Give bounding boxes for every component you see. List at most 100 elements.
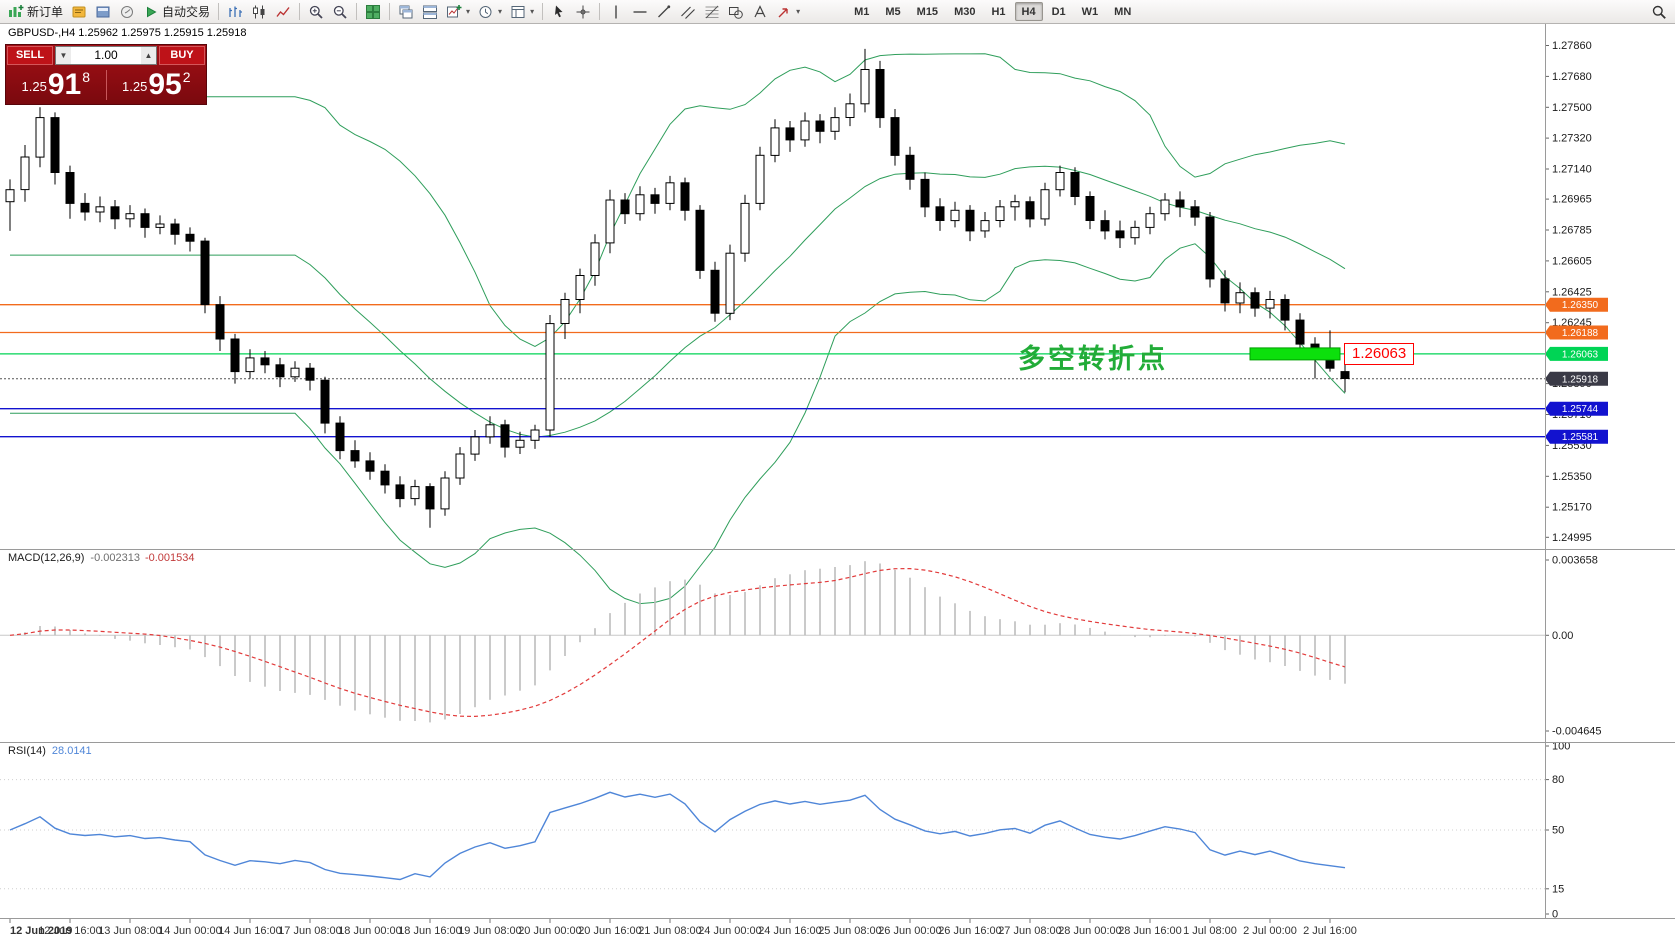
macd-axis-label: 0.00 bbox=[1552, 630, 1573, 642]
toolbar-separator bbox=[599, 3, 601, 20]
price-tag-1.25581[interactable]: 1.25581 bbox=[1545, 429, 1608, 444]
strategy-tester-icon bbox=[121, 5, 134, 18]
sell-button[interactable]: SELL bbox=[7, 46, 53, 65]
text-button[interactable] bbox=[748, 2, 772, 22]
macd-panel bbox=[0, 561, 1545, 723]
price-axis: 1.27860 1.27680 1.27500 1.27320 1.27140 1.269… bbox=[1545, 40, 1602, 921]
new-chart-button[interactable]: ▾ bbox=[442, 2, 474, 22]
volume-up-button[interactable]: ▲ bbox=[141, 47, 156, 64]
macd-main-value: -0.002313 bbox=[90, 552, 140, 564]
volume-stepper: ▼ 1.00 ▲ bbox=[55, 46, 157, 65]
svg-text:1.26350: 1.26350 bbox=[1562, 300, 1599, 311]
new-order-button[interactable]: 新订单 bbox=[4, 2, 67, 22]
timeframe-m5-button[interactable]: M5 bbox=[885, 5, 901, 18]
tile-windows-button[interactable] bbox=[361, 2, 385, 22]
autotrading-button[interactable]: 自动交易 bbox=[139, 2, 214, 22]
macd-signal-line bbox=[9, 567, 1346, 718]
autotrading-icon bbox=[147, 6, 157, 17]
horizontal-line-icon bbox=[633, 10, 647, 13]
price-axis-label: 1.27860 bbox=[1552, 40, 1592, 52]
crosshair-button[interactable] bbox=[571, 2, 595, 22]
toolbar-separator bbox=[299, 3, 301, 20]
volume-down-button[interactable]: ▼ bbox=[56, 47, 71, 64]
highlight-band[interactable] bbox=[1249, 347, 1341, 361]
terminal-button[interactable] bbox=[91, 2, 115, 22]
timeframe-mn-button[interactable]: MN bbox=[1114, 5, 1132, 18]
cascade-windows-button[interactable] bbox=[394, 2, 418, 22]
buy-price-big: 95 bbox=[148, 68, 182, 101]
line-chart-button[interactable] bbox=[271, 2, 295, 22]
dropdown-arrow-icon[interactable]: ▾ bbox=[796, 7, 801, 16]
buy-price[interactable]: 1.25 95 2 bbox=[107, 69, 207, 101]
line-chart-icon bbox=[276, 6, 290, 17]
strategy-tester-button[interactable] bbox=[115, 2, 139, 22]
price-tag-1.26350[interactable]: 1.26350 bbox=[1545, 297, 1608, 312]
volume-input[interactable]: 1.00 bbox=[94, 48, 118, 62]
horizontal-line-button[interactable] bbox=[628, 2, 652, 22]
timeframe-d1-button[interactable]: D1 bbox=[1051, 5, 1066, 18]
price-axis-label: 1.27320 bbox=[1552, 133, 1592, 145]
tile-horizontal-button[interactable] bbox=[418, 2, 442, 22]
rsi-axis-label: 50 bbox=[1552, 825, 1564, 837]
buy-price-prefix: 1.25 bbox=[122, 79, 148, 94]
timeframe-m30-button[interactable]: M30 bbox=[954, 5, 976, 18]
time-axis-label: 24 Jun 16:00 bbox=[758, 925, 822, 937]
time-axis-label: 26 Jun 16:00 bbox=[938, 925, 1002, 937]
trade-panel-divider bbox=[105, 70, 107, 100]
vertical-line-icon bbox=[615, 5, 617, 18]
price-tags[interactable]: 1.26350 1.26188 1.26063 1.25918 1.25744 1.255… bbox=[1545, 297, 1608, 444]
bar-chart-button[interactable] bbox=[223, 2, 247, 22]
arrows-button[interactable]: ▾ bbox=[772, 2, 804, 22]
timeframe-h4-button[interactable]: H4 bbox=[1014, 2, 1043, 21]
dropdown-arrow-icon[interactable]: ▾ bbox=[498, 7, 503, 16]
price-axis-label: 1.27680 bbox=[1552, 71, 1592, 83]
svg-text:1.25744: 1.25744 bbox=[1562, 404, 1599, 415]
timeframe-h1-button[interactable]: H1 bbox=[991, 5, 1006, 18]
macd-indicator-label: MACD(12,26,9) -0.002313 -0.001534 bbox=[8, 552, 195, 564]
price-tag-1.25744[interactable]: 1.25744 bbox=[1545, 401, 1608, 416]
rsi-name: RSI(14) bbox=[8, 745, 46, 757]
zoom-out-button[interactable] bbox=[328, 2, 352, 22]
zoom-in-button[interactable] bbox=[304, 2, 328, 22]
buy-button[interactable]: BUY bbox=[159, 46, 205, 65]
channel-button[interactable] bbox=[676, 2, 700, 22]
timeframe-w1-button[interactable]: W1 bbox=[1081, 5, 1099, 18]
macd-axis-label: -0.004645 bbox=[1552, 726, 1602, 738]
bollinger-bands bbox=[10, 53, 1346, 605]
time-axis-label: 28 Jun 00:00 bbox=[1058, 925, 1122, 937]
channel-icon bbox=[681, 6, 696, 19]
templates-button[interactable]: ▾ bbox=[506, 2, 538, 22]
search-button[interactable] bbox=[1647, 2, 1671, 22]
price-axis-label: 1.27140 bbox=[1552, 164, 1592, 176]
time-axis-label: 19 Jun 08:00 bbox=[458, 925, 522, 937]
metaeditor-button[interactable] bbox=[67, 2, 91, 22]
time-axis-label: 17 Jun 08:00 bbox=[278, 925, 342, 937]
price-tag-1.26063[interactable]: 1.26063 bbox=[1545, 346, 1608, 361]
main-toolbar: 新订单 自动交易 ▾ ▾ ▾ ▾ M1 M5 M15 M30 H1 H4 D1 W1 MN bbox=[0, 0, 1675, 24]
dropdown-arrow-icon[interactable]: ▾ bbox=[466, 7, 471, 16]
time-axis-label: 14 Jun 16:00 bbox=[218, 925, 282, 937]
time-axis-label: 1 Jul 08:00 bbox=[1183, 925, 1237, 937]
toolbar-separator bbox=[542, 3, 544, 20]
periods-button[interactable]: ▾ bbox=[474, 2, 506, 22]
trendline-button[interactable] bbox=[652, 2, 676, 22]
price-tag-1.25918[interactable]: 1.25918 bbox=[1545, 371, 1608, 386]
time-axis-label: 28 Jun 16:00 bbox=[1118, 925, 1182, 937]
sell-price[interactable]: 1.25 91 8 bbox=[6, 69, 106, 101]
sell-price-prefix: 1.25 bbox=[21, 79, 47, 94]
shapes-button[interactable] bbox=[724, 2, 748, 22]
candlestick-chart-icon bbox=[253, 5, 265, 18]
fibonacci-button[interactable] bbox=[700, 2, 724, 22]
dropdown-arrow-icon[interactable]: ▾ bbox=[530, 7, 535, 16]
timeframe-m15-button[interactable]: M15 bbox=[916, 5, 939, 18]
search-icon bbox=[1652, 5, 1666, 19]
timeframe-m1-button[interactable]: M1 bbox=[854, 5, 870, 18]
candlestick-chart-button[interactable] bbox=[247, 2, 271, 22]
timeframe-toolbar: M1 M5 M15 M30 H1 H4 D1 W1 MN bbox=[846, 2, 1139, 21]
time-axis-label: 18 Jun 00:00 bbox=[338, 925, 402, 937]
price-tag-1.26188[interactable]: 1.26188 bbox=[1545, 325, 1608, 340]
vertical-line-button[interactable] bbox=[604, 2, 628, 22]
cursor-button[interactable] bbox=[547, 2, 571, 22]
